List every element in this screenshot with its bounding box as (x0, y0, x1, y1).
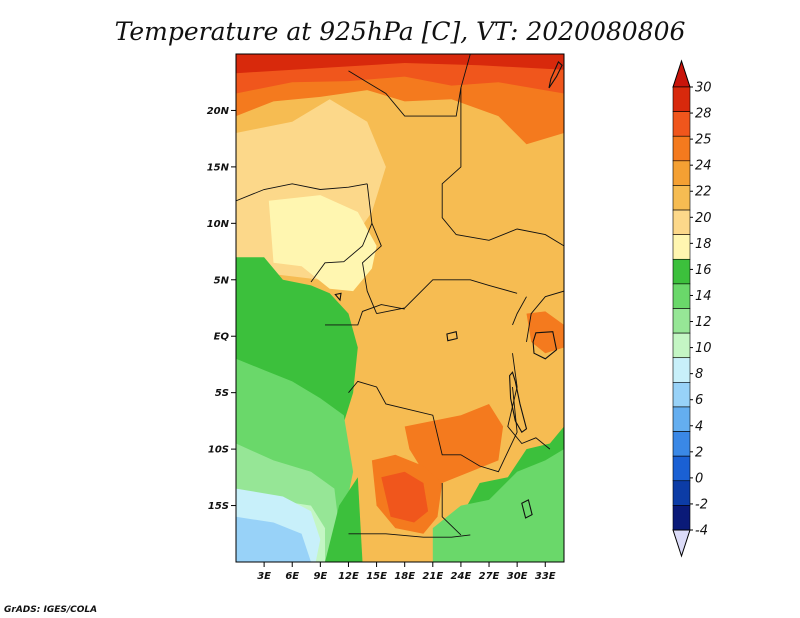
temp-zone-15 (432, 449, 564, 562)
border-0 (236, 183, 368, 202)
lat-tick-label-1: 15N (207, 162, 230, 173)
colorbar-swatch-16 (672, 480, 691, 506)
temp-zone-13 (381, 471, 429, 523)
colorbar-label-10: 10 (695, 341, 712, 356)
colorbar-swatch-0 (672, 86, 691, 112)
colorbar-label-7: 16 (695, 263, 712, 278)
lat-tick-label-3: 5N (214, 275, 230, 286)
lon-tick-label-0: 3E (257, 571, 271, 582)
lat-tick-label-5: 5S (215, 388, 229, 399)
country-borders (236, 54, 564, 538)
lake-0 (509, 371, 528, 434)
border-4 (441, 87, 564, 247)
colorbar-swatch-8 (672, 283, 691, 309)
lon-tick-label-2: 9E (313, 571, 327, 582)
colorbar-label-15: 0 (695, 471, 703, 486)
colorbar-label-13: 4 (695, 419, 703, 434)
lat-tick-label-7: 15S (208, 501, 229, 512)
lon-tick-label-4: 15E (366, 571, 387, 582)
border-10 (507, 353, 551, 450)
colorbar-label-1: 28 (695, 107, 712, 122)
lakes (334, 60, 563, 519)
lon-tick-label-10: 33E (535, 571, 556, 582)
temp-zone-11 (404, 404, 504, 483)
colorbar-label-0: 30 (695, 81, 712, 96)
colorbar-swatch-1 (672, 111, 691, 137)
colorbar-label-2: 25 (695, 133, 712, 148)
colorbar-swatch-4 (672, 185, 691, 211)
colorbar-label-17: -4 (695, 524, 708, 539)
lat-tick-label-6: 10S (208, 445, 229, 456)
colorbar-swatch-9 (672, 308, 691, 334)
temperature-zones (236, 54, 564, 562)
map-area (236, 54, 564, 562)
latitude-axis: 20N 15N 10N 5N EQ 5S 10S 15S (207, 106, 236, 512)
colorbar-swatch-13 (672, 406, 691, 432)
colorbar-swatch-3 (672, 160, 691, 186)
lat-tick-label-2: 10N (207, 219, 230, 230)
border-6 (325, 304, 405, 326)
lake-3 (548, 60, 563, 89)
colorbar-label-3: 24 (695, 159, 712, 174)
lake-2 (521, 499, 533, 519)
lon-tick-label-8: 27E (479, 571, 500, 582)
border-11 (512, 296, 527, 326)
colorbar-swatch-14 (672, 431, 691, 457)
temp-zone-7 (236, 516, 311, 562)
temp-zone-1 (268, 195, 377, 292)
colorbar-swatch-6 (672, 234, 691, 260)
temp-zone-16 (325, 477, 363, 562)
colorbar-swatch-11 (672, 357, 691, 383)
colorbar-swatch-10 (672, 332, 691, 359)
lon-tick-label-1: 6E (285, 571, 299, 582)
colorbar-label-8: 14 (695, 289, 712, 304)
colorbar-swatch-17 (672, 505, 691, 531)
lon-tick-label-3: 12E (338, 571, 359, 582)
map-frame (235, 53, 565, 563)
colorbar-bottom-arrow (672, 529, 691, 558)
colorbar-label-5: 20 (695, 211, 712, 226)
colorbar-label-11: 8 (695, 367, 703, 382)
border-5 (310, 223, 373, 283)
border-9 (441, 483, 462, 536)
border-2 (362, 183, 382, 314)
lake-4 (446, 331, 458, 342)
border-12 (526, 290, 564, 342)
map-title: Temperature at 925hPa [C], VT: 202008080… (115, 17, 686, 46)
colorbar-label-4: 22 (695, 185, 712, 200)
colorbar-label-14: 2 (695, 445, 703, 460)
colorbar-label-9: 12 (695, 315, 712, 330)
colorbar-swatch-12 (672, 382, 691, 408)
longitude-axis: 3E 6E 9E 12E 15E 18E 21E 24E 27E 30E 33E (257, 562, 556, 582)
colorbar-label-6: 18 (695, 237, 712, 252)
grads-credit: GrADS: IGES/COLA (4, 605, 97, 615)
lake-5 (334, 292, 342, 302)
lon-tick-label-7: 24E (451, 571, 472, 582)
colorbar-top-arrow (672, 59, 691, 88)
colorbar-swatch-5 (672, 209, 691, 235)
lon-tick-label-9: 30E (507, 571, 528, 582)
temp-zone-10 (236, 54, 564, 74)
colorbar-swatch-7 (672, 258, 691, 285)
colorbar-label-12: 6 (695, 393, 703, 408)
border-3 (376, 279, 518, 315)
colorbar-swatch-2 (672, 135, 691, 162)
lon-tick-label-5: 18E (394, 571, 415, 582)
lat-tick-label-4: EQ (214, 332, 230, 343)
border-7 (348, 380, 518, 473)
lake-1 (532, 331, 558, 360)
lon-tick-label-6: 21E (422, 571, 443, 582)
lat-tick-label-0: 20N (207, 106, 230, 117)
colorbar-swatch-15 (672, 455, 691, 482)
colorbar-label-16: -2 (695, 497, 708, 512)
border-8 (348, 533, 471, 538)
